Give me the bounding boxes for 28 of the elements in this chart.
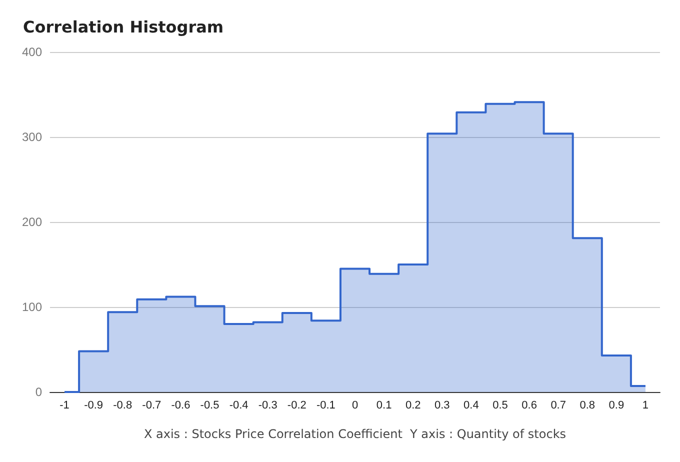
y-tick-label: 200 xyxy=(22,215,42,229)
y-tick-label: 100 xyxy=(22,300,42,314)
x-tick-label: 0.1 xyxy=(376,400,392,412)
x-tick-label: -0.2 xyxy=(287,400,306,412)
x-tick-label: -0.4 xyxy=(229,400,248,412)
x-tick-label: -0.6 xyxy=(171,400,190,412)
x-tick-label: 0.9 xyxy=(608,400,624,412)
chart-title: Correlation Histogram xyxy=(23,18,224,36)
y-tick-label: 400 xyxy=(22,45,42,59)
x-tick-label: 0.7 xyxy=(550,400,566,412)
x-tick-label: -0.9 xyxy=(84,400,104,412)
x-tick-label: 0.4 xyxy=(464,400,479,412)
x-tick-label: -0.5 xyxy=(200,400,220,412)
x-tick-label: -0.7 xyxy=(142,400,162,412)
x-tick-label: 0.2 xyxy=(405,400,421,412)
x-tick-label: -0.3 xyxy=(258,400,278,412)
x-tick-label: 0.5 xyxy=(492,400,508,412)
y-tick-label: 0 xyxy=(35,385,42,399)
x-tick-label: -0.1 xyxy=(316,400,336,412)
x-tick-label: -0.8 xyxy=(113,400,132,412)
x-tick-label: 1 xyxy=(642,400,649,412)
x-tick-label: 0.6 xyxy=(522,400,537,412)
x-tick-label: -1 xyxy=(60,400,70,412)
x-tick-label: 0.8 xyxy=(580,400,596,412)
x-tick-label: 0.3 xyxy=(434,400,450,412)
x-tick-label: 0 xyxy=(352,400,358,412)
x-axis-title: X axis : Stocks Price Correlation Coefficient Y axis : Quantity of stocks xyxy=(144,427,566,441)
y-tick-label: 300 xyxy=(22,130,42,144)
